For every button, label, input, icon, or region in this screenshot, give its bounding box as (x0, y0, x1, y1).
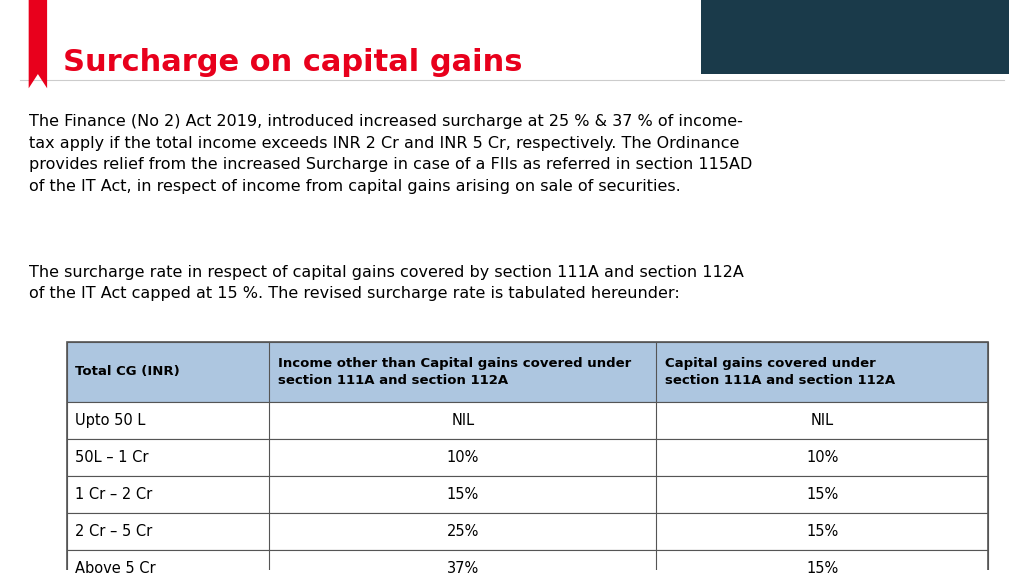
Text: Upto 50 L: Upto 50 L (75, 412, 145, 427)
FancyBboxPatch shape (67, 401, 988, 438)
Text: 25%: 25% (446, 524, 479, 539)
Text: 37%: 37% (446, 560, 479, 575)
FancyBboxPatch shape (701, 0, 1009, 74)
Text: 15%: 15% (806, 487, 839, 502)
Text: NIL: NIL (452, 412, 474, 427)
Text: The surcharge rate in respect of capital gains covered by section 111A and secti: The surcharge rate in respect of capital… (29, 265, 743, 301)
Text: 10%: 10% (806, 450, 839, 465)
Text: ✕: ✕ (760, 23, 783, 51)
FancyBboxPatch shape (67, 513, 988, 550)
Text: Capital gains covered under
section 111A and section 112A: Capital gains covered under section 111A… (665, 357, 895, 386)
FancyBboxPatch shape (67, 438, 988, 476)
FancyBboxPatch shape (67, 550, 988, 576)
Text: The Finance (No 2) Act 2019, introduced increased surcharge at 25 % & 37 % of in: The Finance (No 2) Act 2019, introduced … (29, 114, 752, 194)
Text: 2 Cr – 5 Cr: 2 Cr – 5 Cr (75, 524, 152, 539)
Polygon shape (29, 0, 47, 88)
Text: 15%: 15% (806, 560, 839, 575)
Text: 10%: 10% (446, 450, 479, 465)
FancyBboxPatch shape (67, 342, 988, 401)
Text: 15%: 15% (806, 524, 839, 539)
Text: CONNECT: CONNECT (801, 25, 945, 49)
Text: Total CG (INR): Total CG (INR) (75, 365, 179, 378)
Text: 50L – 1 Cr: 50L – 1 Cr (75, 450, 148, 465)
Text: NIL: NIL (811, 412, 834, 427)
Text: 1 Cr – 2 Cr: 1 Cr – 2 Cr (75, 487, 152, 502)
FancyBboxPatch shape (67, 476, 988, 513)
Text: Surcharge on capital gains: Surcharge on capital gains (63, 48, 523, 77)
Text: Above 5 Cr: Above 5 Cr (75, 560, 156, 575)
Text: TA: TA (712, 25, 749, 49)
Text: Income other than Capital gains covered under
section 111A and section 112A: Income other than Capital gains covered … (278, 357, 631, 386)
Text: 15%: 15% (446, 487, 479, 502)
